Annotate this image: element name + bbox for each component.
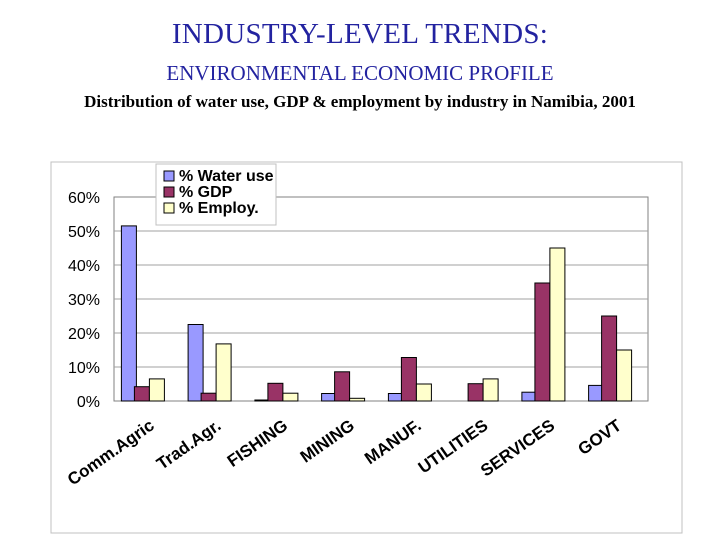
legend-label: % Water use (179, 168, 274, 185)
legend-box (155, 163, 277, 226)
bar-water-use (120, 225, 137, 402)
bar-employ (482, 378, 499, 402)
bar-employ (349, 397, 366, 402)
bar-employ (616, 349, 633, 402)
page-title: INDUSTRY-LEVEL TRENDS: (171, 18, 549, 50)
bar-employ (282, 392, 299, 402)
bar-water-use (187, 324, 204, 402)
bar-gdp (467, 383, 484, 402)
bar-gdp (133, 386, 150, 402)
chart-caption: Distribution of water use, GDP & employm… (84, 92, 636, 111)
y-tick-label: 10% (68, 360, 100, 377)
bar-gdp (200, 392, 217, 402)
page-subtitle: ENVIRONMENTAL ECONOMIC PROFILE (166, 61, 554, 85)
bar-gdp (534, 282, 551, 402)
y-tick-label: 30% (68, 292, 100, 309)
bar-gdp (400, 357, 417, 402)
legend-swatch (163, 186, 175, 198)
bar-gdp (334, 371, 351, 402)
y-tick-label: 20% (68, 326, 100, 343)
legend-swatch (163, 202, 175, 214)
bar-employ (415, 383, 432, 402)
y-axis-ticks: 0% 10% 20% 30% 40% 50% 60% (68, 190, 100, 411)
y-tick-label: 60% (68, 190, 100, 207)
bar-employ (549, 247, 566, 402)
bars (120, 225, 633, 402)
bar-employ (215, 343, 232, 402)
y-tick-label: 0% (77, 394, 100, 411)
bar-gdp (601, 315, 618, 402)
bar-gdp (267, 382, 284, 402)
bar-employ (148, 378, 165, 402)
y-tick-label: 40% (68, 258, 100, 275)
legend-label: % GDP (179, 184, 233, 201)
legend-swatch (163, 170, 175, 182)
legend: % Water use% GDP% Employ. (155, 163, 277, 226)
legend-label: % Employ. (179, 200, 259, 217)
y-tick-label: 50% (68, 224, 100, 241)
